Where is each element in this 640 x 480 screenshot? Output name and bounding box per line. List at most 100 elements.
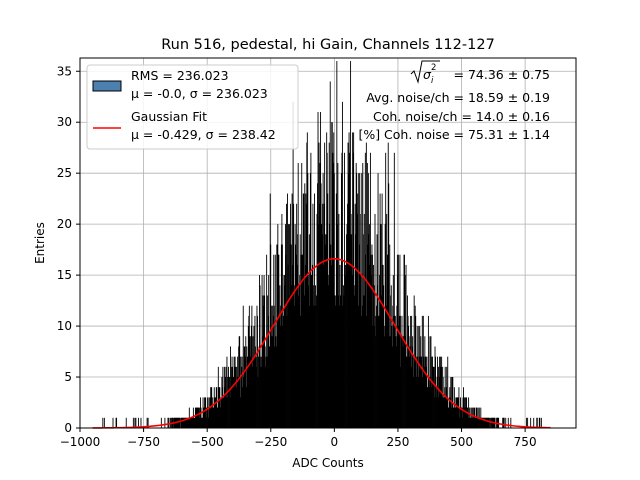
histogram-bar [134, 417, 136, 428]
histogram-bar [464, 397, 466, 428]
histogram-bar [280, 326, 282, 428]
histogram-bar [479, 417, 481, 428]
histogram-bar [189, 417, 191, 428]
histogram-bar [314, 305, 316, 428]
histogram-bar [358, 244, 360, 428]
histogram-bar [190, 417, 192, 428]
histogram-bar [168, 417, 169, 428]
y-tick-label: 5 [64, 370, 72, 384]
histogram-bar [410, 315, 412, 428]
histogram-bar [427, 315, 429, 428]
histogram-bar [202, 417, 203, 428]
histogram-bar [276, 244, 278, 428]
histogram-bar [196, 407, 198, 428]
histogram-bar [244, 346, 246, 428]
histogram-bar [343, 285, 344, 428]
histogram-bar [397, 275, 399, 428]
histogram-bar [384, 224, 386, 428]
chart-title: Run 516, pedestal, hi Gain, Channels 112… [161, 37, 495, 53]
histogram-bar [307, 285, 309, 428]
histogram-bar [191, 417, 193, 428]
histogram-bar [326, 152, 328, 428]
histogram-bar [215, 387, 217, 428]
histogram-bar [306, 132, 308, 428]
histogram-bar [365, 254, 367, 428]
legend-box [86, 64, 299, 150]
histogram-bar [391, 326, 393, 428]
histogram-bar [413, 295, 415, 428]
legend-histogram-swatch [92, 80, 122, 92]
histogram-bar [530, 417, 532, 428]
histogram-bar [368, 234, 370, 428]
histogram-bar [290, 203, 292, 428]
histogram-bar [325, 234, 327, 428]
histogram-bar [224, 387, 226, 428]
histogram-bar [462, 397, 464, 428]
histogram-bar [186, 417, 188, 428]
histogram-bar [460, 397, 461, 428]
histogram-bar [263, 305, 265, 428]
histogram-bar [318, 142, 320, 428]
histogram-bar [457, 397, 459, 428]
x-tick-label: −250 [254, 435, 287, 449]
histogram-bar [359, 213, 361, 428]
histogram-bar [503, 417, 505, 428]
stats-annotation: σ i 2 = 74.36 ± 0.75 Avg. noise/ch = 18.… [358, 60, 550, 142]
histogram-bar [467, 407, 469, 428]
x-tick-label: −500 [191, 435, 224, 449]
histogram-bar [270, 244, 272, 428]
histogram-bar [186, 417, 188, 428]
histogram-bar [282, 315, 284, 428]
histogram-bar [463, 397, 465, 428]
histogram-bar [381, 224, 383, 428]
histogram-bar [317, 183, 318, 428]
histogram-bar [397, 254, 399, 428]
histogram-bar [401, 336, 402, 428]
histogram-bar [262, 336, 264, 428]
histogram-bar [236, 366, 238, 428]
histogram-bar [468, 407, 470, 428]
histogram-bar [353, 132, 355, 428]
histogram-bar [234, 356, 236, 428]
histogram-bar [259, 285, 261, 428]
histogram-bar [289, 224, 290, 428]
histogram-bar [437, 356, 439, 428]
histogram-bar [311, 264, 313, 428]
histogram-bar [341, 101, 343, 429]
histogram-bar [392, 305, 394, 428]
histogram-bar [239, 397, 241, 428]
histogram-bar [414, 305, 416, 428]
histogram-bar [213, 387, 215, 428]
histogram-bar [246, 356, 248, 428]
histogram-bar [326, 132, 328, 428]
histogram-bar [181, 417, 183, 428]
histogram-bar [275, 336, 277, 428]
histogram-bar [527, 417, 529, 428]
histogram-bar [373, 285, 375, 428]
histogram-bar [481, 417, 483, 428]
histogram-bar [297, 264, 299, 428]
histogram-bar [267, 295, 269, 428]
histogram-bar [473, 417, 475, 428]
histogram-bar [237, 356, 239, 428]
histogram-bar [233, 377, 235, 428]
histogram-bar [425, 366, 427, 428]
histogram-bar [179, 417, 181, 428]
histogram-bar [350, 213, 352, 428]
y-tick-label: 20 [57, 217, 72, 231]
histogram-bar [393, 315, 395, 428]
histogram-bar [502, 417, 504, 428]
histogram-bar [505, 417, 507, 428]
histogram-bar [324, 142, 326, 428]
histogram-bar [298, 285, 300, 428]
histogram-bar [266, 356, 268, 428]
histogram-bar [435, 397, 437, 428]
histogram-bar [473, 407, 475, 428]
histogram-bar [259, 275, 260, 428]
histogram-bar [229, 397, 231, 428]
histogram-bar [202, 397, 204, 428]
plot-frame [79, 57, 577, 429]
histogram-bar [280, 244, 282, 428]
histogram-bar [312, 203, 314, 428]
histogram-bar [306, 142, 308, 428]
